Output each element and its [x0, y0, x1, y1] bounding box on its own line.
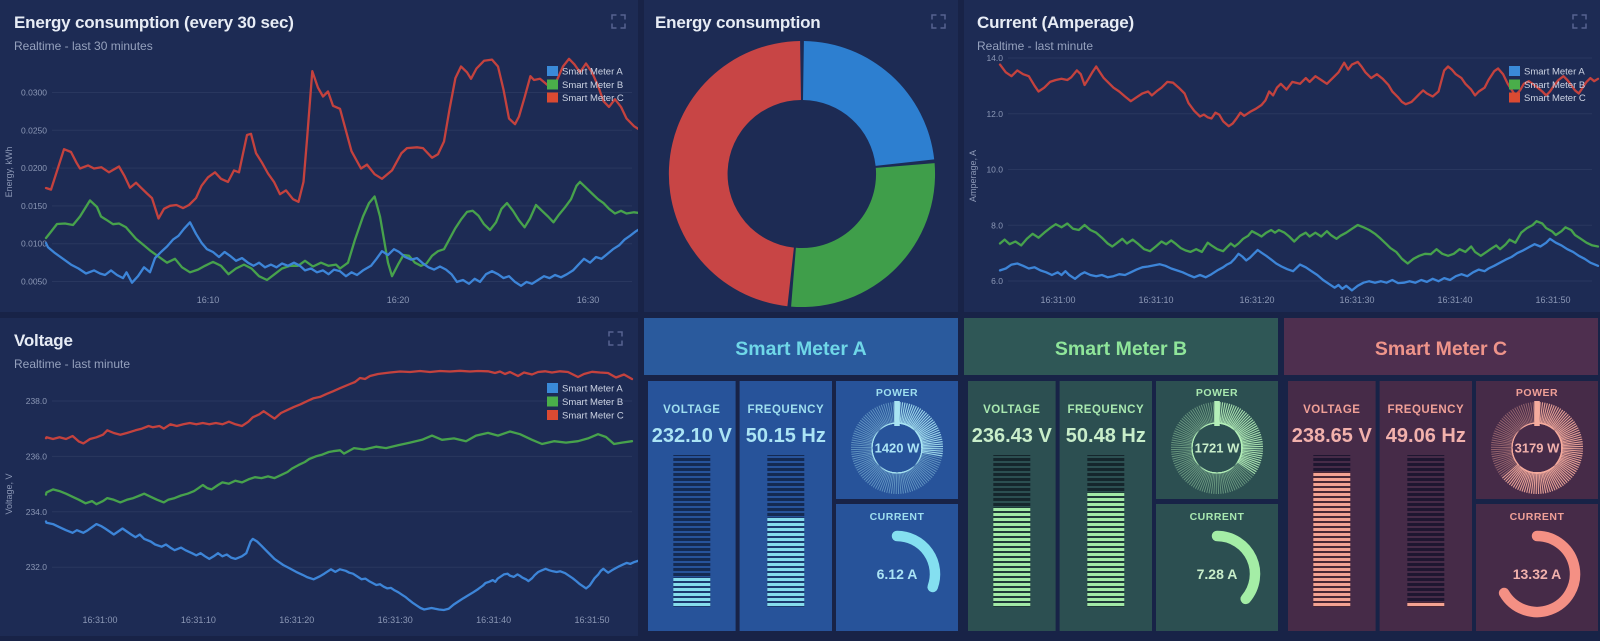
svg-text:FREQUENCY: FREQUENCY — [747, 404, 824, 416]
svg-text:Smart Meter C: Smart Meter C — [562, 411, 624, 422]
svg-text:236.0: 236.0 — [26, 451, 48, 461]
svg-text:CURRENT: CURRENT — [1510, 511, 1565, 523]
svg-text:16:30: 16:30 — [577, 295, 600, 305]
svg-text:POWER: POWER — [1196, 387, 1238, 399]
svg-text:10.0: 10.0 — [986, 165, 1003, 175]
svg-text:Energy consumption: Energy consumption — [655, 13, 820, 32]
svg-text:232.10 V: 232.10 V — [652, 425, 733, 447]
svg-text:16:31:30: 16:31:30 — [378, 615, 413, 625]
svg-text:50.48 Hz: 50.48 Hz — [1066, 425, 1146, 447]
svg-text:FREQUENCY: FREQUENCY — [1067, 404, 1144, 416]
svg-text:6.12 A: 6.12 A — [877, 566, 918, 582]
svg-text:Smart Meter C: Smart Meter C — [1375, 338, 1507, 360]
svg-text:Energy, kWh: Energy, kWh — [4, 147, 14, 198]
svg-text:234.0: 234.0 — [26, 507, 48, 517]
svg-text:16:20: 16:20 — [387, 295, 410, 305]
svg-text:Smart Meter C: Smart Meter C — [562, 93, 624, 104]
svg-text:16:31:10: 16:31:10 — [181, 615, 216, 625]
svg-text:Smart Meter B: Smart Meter B — [562, 80, 623, 91]
svg-text:16:31:50: 16:31:50 — [574, 615, 609, 625]
svg-text:Smart Meter A: Smart Meter A — [562, 384, 623, 395]
svg-text:POWER: POWER — [1516, 387, 1558, 399]
svg-text:13.32 A: 13.32 A — [1513, 566, 1562, 582]
svg-text:Current (Amperage): Current (Amperage) — [977, 13, 1134, 32]
svg-text:Amperage, A: Amperage, A — [968, 150, 978, 202]
svg-text:0.0150: 0.0150 — [21, 201, 47, 211]
svg-text:14.0: 14.0 — [986, 53, 1003, 63]
svg-text:6.0: 6.0 — [991, 276, 1003, 286]
svg-text:0.0250: 0.0250 — [21, 125, 47, 135]
svg-text:0.0300: 0.0300 — [21, 88, 47, 98]
svg-text:Smart Meter A: Smart Meter A — [1524, 67, 1585, 78]
svg-text:Smart Meter A: Smart Meter A — [562, 67, 623, 78]
svg-text:16:31:50: 16:31:50 — [1535, 295, 1570, 305]
svg-text:Realtime - last minute: Realtime - last minute — [977, 39, 1093, 53]
svg-text:1721 W: 1721 W — [1195, 441, 1241, 456]
svg-text:CURRENT: CURRENT — [870, 511, 925, 523]
svg-text:Smart Meter B: Smart Meter B — [1055, 338, 1187, 360]
svg-text:1420 W: 1420 W — [875, 441, 921, 456]
svg-text:Smart Meter B: Smart Meter B — [562, 397, 623, 408]
svg-text:Energy consumption (every 30 s: Energy consumption (every 30 sec) — [14, 13, 294, 32]
svg-text:Smart Meter C: Smart Meter C — [1524, 93, 1586, 104]
svg-text:POWER: POWER — [876, 387, 918, 399]
svg-text:VOLTAGE: VOLTAGE — [663, 404, 720, 416]
svg-text:238.65 V: 238.65 V — [1292, 425, 1373, 447]
svg-text:0.0100: 0.0100 — [21, 239, 47, 249]
svg-text:16:31:30: 16:31:30 — [1339, 295, 1374, 305]
svg-text:232.0: 232.0 — [26, 562, 48, 572]
svg-text:VOLTAGE: VOLTAGE — [1303, 404, 1360, 416]
svg-text:16:31:10: 16:31:10 — [1138, 295, 1173, 305]
svg-text:50.15 Hz: 50.15 Hz — [746, 425, 826, 447]
svg-text:236.43 V: 236.43 V — [972, 425, 1053, 447]
svg-text:FREQUENCY: FREQUENCY — [1387, 404, 1464, 416]
svg-text:VOLTAGE: VOLTAGE — [983, 404, 1040, 416]
svg-text:49.06 Hz: 49.06 Hz — [1386, 425, 1466, 447]
svg-text:Realtime - last minute: Realtime - last minute — [14, 357, 130, 371]
svg-text:Realtime - last 30 minutes: Realtime - last 30 minutes — [14, 39, 153, 53]
svg-text:7.28 A: 7.28 A — [1197, 566, 1238, 582]
svg-text:Smart Meter A: Smart Meter A — [735, 338, 866, 360]
svg-text:16:31:40: 16:31:40 — [476, 615, 511, 625]
svg-text:16:31:20: 16:31:20 — [279, 615, 314, 625]
svg-text:16:31:20: 16:31:20 — [1239, 295, 1274, 305]
svg-text:3179 W: 3179 W — [1515, 441, 1561, 456]
svg-text:16:31:40: 16:31:40 — [1437, 295, 1472, 305]
svg-text:16:31:00: 16:31:00 — [1040, 295, 1075, 305]
svg-text:Voltage, V: Voltage, V — [4, 473, 14, 514]
svg-text:16:10: 16:10 — [197, 295, 220, 305]
svg-text:CURRENT: CURRENT — [1190, 511, 1245, 523]
svg-text:0.0200: 0.0200 — [21, 163, 47, 173]
svg-text:16:31:00: 16:31:00 — [82, 615, 117, 625]
svg-text:238.0: 238.0 — [26, 396, 48, 406]
svg-text:Smart Meter B: Smart Meter B — [1524, 80, 1585, 91]
svg-text:0.0050: 0.0050 — [21, 277, 47, 287]
svg-text:8.0: 8.0 — [991, 220, 1003, 230]
svg-text:Voltage: Voltage — [14, 331, 73, 350]
svg-text:12.0: 12.0 — [986, 109, 1003, 119]
